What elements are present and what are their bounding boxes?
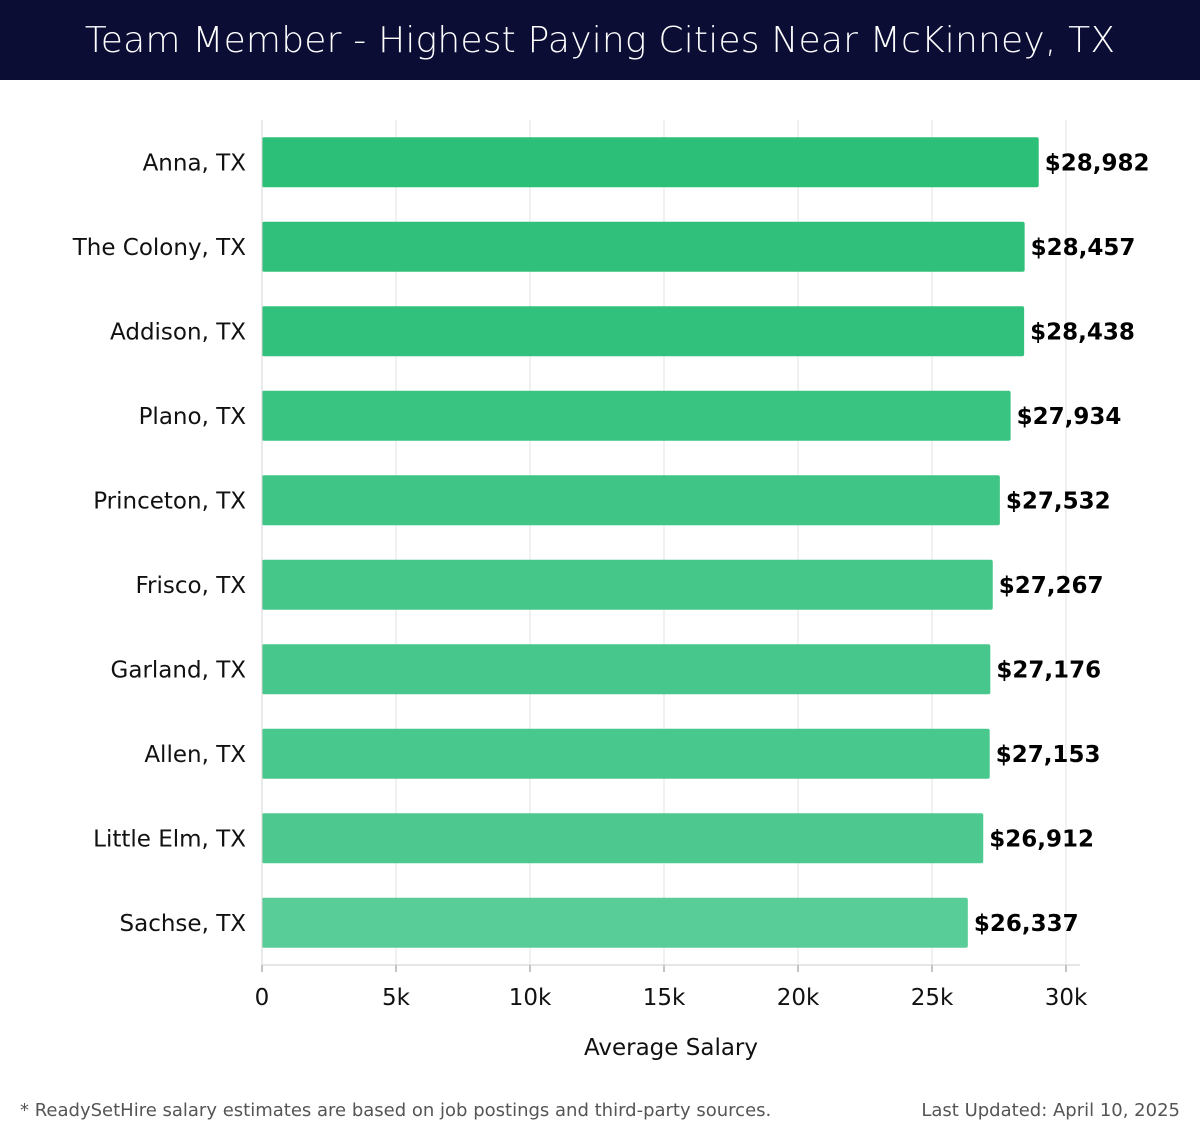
bar bbox=[262, 644, 991, 695]
category-label: Frisco, TX bbox=[135, 573, 246, 599]
value-label: $28,457 bbox=[1031, 235, 1136, 261]
bar bbox=[262, 306, 1025, 357]
value-label: $27,176 bbox=[996, 657, 1101, 683]
x-tick-label: 20k bbox=[777, 985, 820, 1011]
bar bbox=[262, 897, 968, 948]
category-label: Little Elm, TX bbox=[93, 826, 246, 852]
value-label: $28,982 bbox=[1045, 150, 1150, 176]
value-label: $27,934 bbox=[1017, 404, 1122, 430]
bar bbox=[262, 559, 993, 610]
x-tick-label: 10k bbox=[509, 985, 552, 1011]
bar bbox=[262, 475, 1000, 526]
bar bbox=[262, 390, 1011, 441]
value-label: $27,267 bbox=[999, 573, 1104, 599]
value-label: $27,532 bbox=[1006, 488, 1111, 514]
footer-updated: Last Updated: April 10, 2025 bbox=[921, 1100, 1180, 1121]
axes: 0 5k 10k 15k 20k 25k 30k Anna, TX $28,982 The Col… bbox=[72, 120, 1150, 1011]
category-label: Anna, TX bbox=[143, 150, 247, 176]
category-label: The Colony, TX bbox=[72, 235, 247, 261]
value-label: $26,912 bbox=[989, 826, 1094, 852]
category-label: Allen, TX bbox=[144, 742, 246, 768]
bars bbox=[262, 137, 1039, 948]
category-label: Princeton, TX bbox=[93, 488, 246, 514]
x-tick-label: 5k bbox=[382, 985, 411, 1011]
value-label: $27,153 bbox=[996, 742, 1101, 768]
x-tick-label: 0 bbox=[255, 985, 270, 1011]
chart-header: Team Member - Highest Paying Cities Near… bbox=[0, 0, 1200, 80]
bar bbox=[262, 728, 990, 779]
x-tick-label: 25k bbox=[911, 985, 954, 1011]
value-label: $28,438 bbox=[1030, 319, 1135, 345]
x-tick-label: 15k bbox=[643, 985, 686, 1011]
bar bbox=[262, 813, 984, 864]
x-tick-label: 30k bbox=[1045, 985, 1088, 1011]
x-axis-title: Average Salary bbox=[584, 1035, 758, 1061]
bar-chart: 0 5k 10k 15k 20k 25k 30k Anna, TX $28,982 The Col… bbox=[72, 120, 1150, 1061]
value-label: $26,337 bbox=[974, 911, 1079, 937]
category-label: Plano, TX bbox=[139, 404, 247, 430]
category-label: Garland, TX bbox=[111, 657, 247, 683]
category-label: Addison, TX bbox=[110, 319, 246, 345]
category-label: Sachse, TX bbox=[120, 911, 247, 937]
bar bbox=[262, 137, 1039, 188]
bar bbox=[262, 221, 1025, 272]
chart-title: Team Member - Highest Paying Cities Near… bbox=[84, 19, 1116, 61]
footer-note: * ReadySetHire salary estimates are base… bbox=[20, 1100, 772, 1121]
